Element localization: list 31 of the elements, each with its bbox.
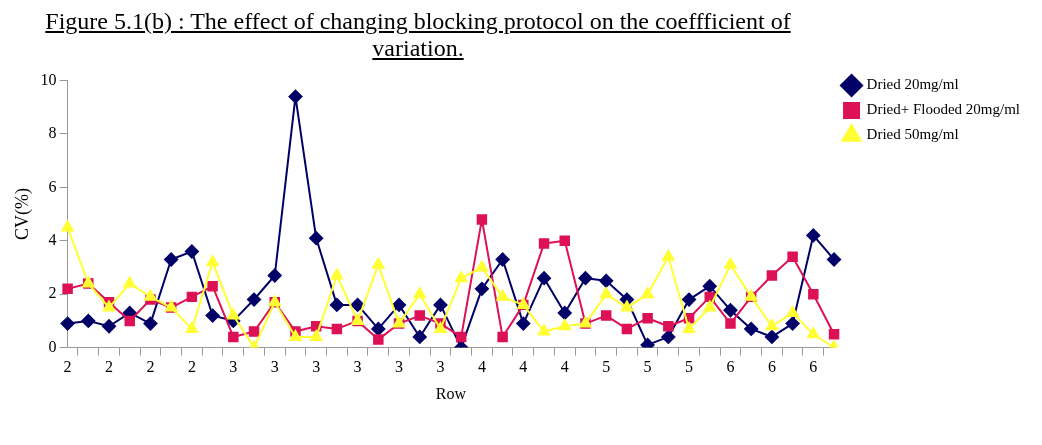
x-tick-label: 2 (105, 358, 114, 376)
y-tick-label: 0 (48, 337, 57, 355)
x-tick-label: 2 (63, 358, 72, 376)
x-tick-label: 3 (270, 358, 279, 376)
chart-title: Figure 5.1(b) : The effect of changing blocking protocol on the coeffficient of variation. (44, 8, 792, 62)
x-axis-title: Row (435, 384, 467, 402)
x-tick-label: 3 (312, 358, 321, 376)
x-tick-label: 2 (146, 358, 155, 376)
legend-label: Dried 50mg/ml (866, 126, 959, 143)
y-tick-label: 6 (48, 177, 57, 195)
y-tick-label: 8 (48, 124, 57, 142)
x-tick-label: 5 (685, 358, 694, 376)
x-tick-label: 3 (353, 358, 362, 376)
x-tick-label: 2 (187, 358, 196, 376)
y-tick-label: 4 (48, 231, 57, 248)
x-tick-label: 3 (229, 358, 238, 376)
y-tick-label: 10 (40, 70, 57, 88)
y-tick-label: 2 (48, 284, 57, 302)
x-tick-label: 5 (643, 358, 652, 376)
x-tick-label: 3 (436, 358, 445, 376)
x-tick-label: 3 (395, 358, 404, 376)
x-tick-label: 6 (767, 358, 776, 376)
legend-label: Dried+ Flooded 20mg/ml (866, 101, 1020, 118)
x-tick-label: 4 (519, 358, 528, 376)
y-axis-title: CV(%) (11, 188, 33, 241)
x-tick-label: 6 (726, 358, 735, 376)
x-tick-label: 6 (809, 358, 818, 376)
legend-label: Dried 20mg/ml (866, 76, 959, 93)
x-tick-label: 5 (602, 358, 611, 376)
x-tick-label: 4 (477, 358, 486, 376)
x-tick-label: 4 (560, 358, 569, 376)
